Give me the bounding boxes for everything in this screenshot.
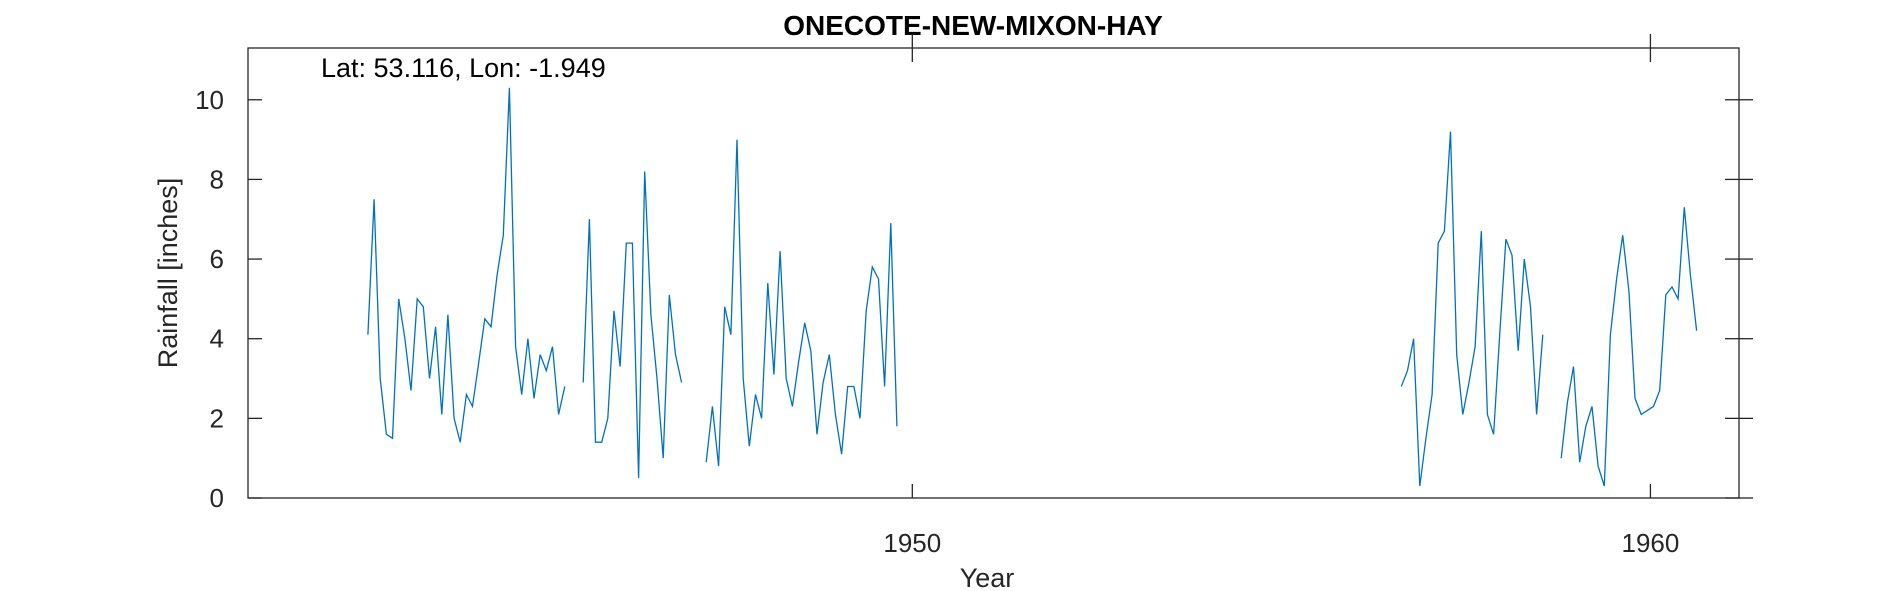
rainfall-series-segment [1560, 207, 1698, 487]
y-tick-label: 8 [210, 164, 224, 194]
y-tick-label: 6 [210, 244, 224, 274]
plot-frame [247, 47, 1740, 499]
axis-ticks [248, 34, 1753, 499]
location-annotation: Lat: 53.116, Lon: -1.949 [321, 53, 606, 83]
y-tick-label: 10 [195, 85, 224, 115]
y-axis-label: Rainfall [inches] [153, 178, 183, 369]
rainfall-series-segment [582, 171, 683, 479]
x-tick-label: 1950 [883, 528, 941, 558]
y-tick-label: 0 [210, 483, 224, 513]
y-tick-label: 2 [210, 403, 224, 433]
x-tick-label: 1960 [1622, 528, 1680, 558]
x-axis-label: Year [960, 563, 1015, 591]
y-tick-label: 4 [210, 324, 224, 354]
tick-labels: 0 2 4 6 8 10 1950 1960 [195, 85, 1679, 558]
rainfall-series-segment [1400, 131, 1544, 487]
rainfall-series-segment [367, 87, 566, 443]
rainfall-series-segment [705, 139, 898, 467]
series-lines [367, 87, 1698, 487]
chart-title: ONECOTE-NEW-MIXON-HAY [783, 10, 1163, 41]
